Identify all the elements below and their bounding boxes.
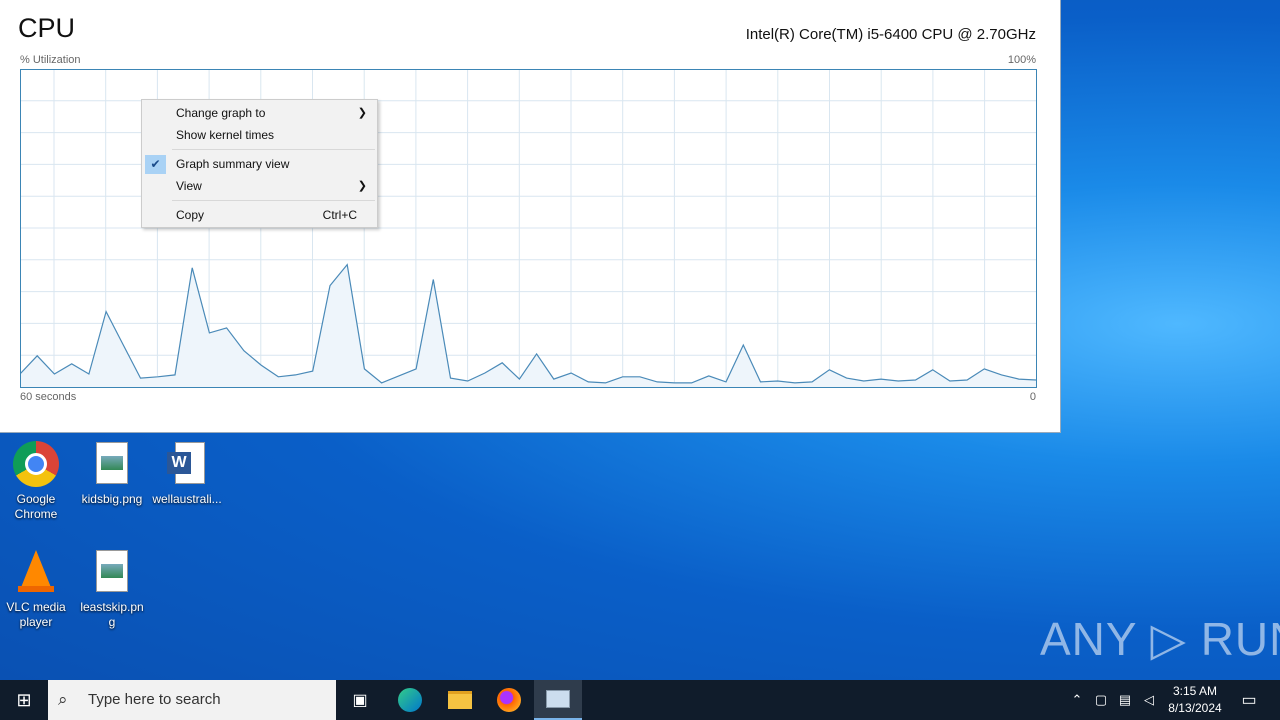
context-menu: Change graph to ❯ Show kernel times ✔ Grap… bbox=[141, 99, 378, 228]
image-file-icon bbox=[88, 548, 136, 596]
menu-separator bbox=[172, 149, 375, 150]
task-view-button[interactable]: ▣ bbox=[336, 680, 384, 720]
windows-icon: ⊞ bbox=[16, 689, 32, 710]
menu-label: Copy bbox=[176, 208, 205, 222]
search-icon: ⌕ bbox=[58, 690, 68, 709]
file-explorer-button[interactable] bbox=[436, 680, 484, 720]
vlc-icon bbox=[12, 548, 60, 596]
chrome-icon bbox=[12, 440, 60, 488]
cpu-area bbox=[20, 264, 1036, 387]
checkmark-icon: ✔ bbox=[145, 155, 166, 174]
y-max-label: 100% bbox=[1007, 54, 1036, 66]
icon-label: wellaustrali... bbox=[152, 492, 222, 506]
icon-label: leastskip.png bbox=[80, 600, 144, 629]
task-view-icon: ▣ bbox=[352, 692, 368, 709]
date: 8/13/2024 bbox=[1168, 701, 1222, 715]
meet-now-icon[interactable]: ▢ bbox=[1094, 692, 1108, 707]
icon-label: VLC media player bbox=[6, 600, 66, 629]
desktop-icon-word-doc[interactable]: W wellaustrali... bbox=[152, 440, 222, 507]
menu-item-change-graph[interactable]: Change graph to ❯ bbox=[142, 102, 377, 124]
search-input[interactable]: ⌕ Type here to search bbox=[48, 680, 336, 720]
folder-icon bbox=[448, 691, 472, 709]
time: 3:15 AM bbox=[1172, 684, 1218, 698]
desktop-icon-leastskip[interactable]: leastskip.png bbox=[77, 548, 147, 630]
word-doc-icon: W bbox=[163, 440, 211, 488]
menu-separator bbox=[172, 200, 375, 201]
chevron-right-icon: ❯ bbox=[357, 107, 367, 119]
cpu-name: Intel(R) Core(TM) i5-6400 CPU @ 2.70GHz bbox=[745, 26, 1036, 43]
desktop-icon-vlc[interactable]: VLC media player bbox=[1, 548, 71, 630]
shortcut-label: Ctrl+C bbox=[322, 208, 357, 222]
icon-label: kidsbig.png bbox=[81, 492, 143, 506]
firefox-button[interactable] bbox=[485, 680, 533, 720]
icon-label: Google Chrome bbox=[14, 492, 58, 521]
page-title: CPU bbox=[18, 13, 76, 43]
chevron-right-icon: ❯ bbox=[357, 180, 367, 192]
network-icon[interactable]: ▤ bbox=[1118, 692, 1132, 707]
y-axis-label: % Utilization bbox=[20, 54, 81, 66]
graph-border bbox=[20, 69, 1037, 388]
menu-item-show-kernel-times[interactable]: Show kernel times bbox=[142, 124, 377, 146]
chevron-up-icon: ⌃ bbox=[1071, 692, 1083, 707]
menu-item-view[interactable]: View ❯ bbox=[142, 175, 377, 197]
firefox-icon bbox=[497, 688, 521, 712]
edge-taskbar-button[interactable] bbox=[386, 680, 434, 720]
search-placeholder: Type here to search bbox=[88, 691, 221, 708]
menu-item-copy[interactable]: Copy Ctrl+C bbox=[142, 204, 377, 226]
x-right-label: 0 bbox=[1029, 391, 1036, 403]
show-hidden-icons-button[interactable]: ⌃ bbox=[1066, 680, 1088, 720]
volume-icon[interactable]: ◁ bbox=[1144, 692, 1154, 707]
image-file-icon bbox=[88, 440, 136, 488]
taskbar: ⊞ ⌕ Type here to search ▣ ⌃ ▢ ▤ ◁ 3:15 AM… bbox=[0, 680, 1280, 720]
cpu-line bbox=[20, 263, 1037, 384]
anyrun-watermark: ANY ▷ RUN bbox=[1040, 613, 1280, 665]
edge-icon bbox=[398, 688, 422, 712]
menu-item-graph-summary-view[interactable]: ✔ Graph summary view bbox=[142, 153, 377, 175]
task-manager-icon bbox=[546, 690, 570, 708]
x-left-label: 60 seconds bbox=[20, 391, 77, 403]
menu-label: Show kernel times bbox=[176, 128, 275, 142]
menu-label: Change graph to bbox=[176, 106, 266, 120]
start-button[interactable]: ⊞ bbox=[0, 680, 48, 720]
clock[interactable]: 3:15 AM 8/13/2024 bbox=[1166, 683, 1224, 717]
desktop-icon-kidsbig[interactable]: kidsbig.png bbox=[77, 440, 147, 507]
menu-label: Graph summary view bbox=[176, 157, 290, 171]
notification-center-button[interactable]: ▭ bbox=[1234, 680, 1264, 720]
task-manager-window: CPU Intel(R) Core(TM) i5-6400 CPU @ 2.70… bbox=[0, 0, 1061, 433]
menu-label: View bbox=[176, 179, 202, 193]
notification-icon: ▭ bbox=[1241, 692, 1257, 709]
task-manager-button[interactable] bbox=[534, 680, 582, 720]
desktop-icon-chrome[interactable]: Google Chrome bbox=[1, 440, 71, 522]
